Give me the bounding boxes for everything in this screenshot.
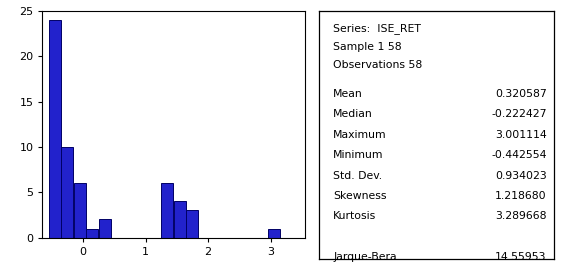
Bar (61, 147, 73, 238)
Bar (161, 183, 173, 238)
Bar (174, 201, 186, 238)
Bar (73, 183, 86, 238)
Text: Minimum: Minimum (333, 150, 384, 160)
Text: 14.55953: 14.55953 (495, 252, 547, 262)
Text: Skewness: Skewness (333, 191, 387, 201)
Text: -0.222427: -0.222427 (491, 109, 547, 119)
Bar (86, 228, 98, 238)
Text: Mean: Mean (333, 89, 363, 99)
Text: Median: Median (333, 109, 373, 119)
Text: 0.934023: 0.934023 (495, 171, 547, 181)
Text: 1.218680: 1.218680 (495, 191, 547, 201)
Text: Maximum: Maximum (333, 130, 387, 140)
Text: Kurtosis: Kurtosis (333, 211, 376, 221)
Text: 3.001114: 3.001114 (495, 130, 547, 140)
Text: Jarque-Bera: Jarque-Bera (333, 252, 397, 262)
Text: 0.320587: 0.320587 (495, 89, 547, 99)
Text: 3.289668: 3.289668 (495, 211, 547, 221)
Bar (49, 20, 61, 238)
Bar (99, 220, 111, 238)
Text: Observations 58: Observations 58 (333, 60, 423, 70)
Text: -0.442554: -0.442554 (491, 150, 547, 160)
Bar (268, 228, 280, 238)
Text: Sample 1 58: Sample 1 58 (333, 42, 402, 52)
Text: Series:  ISE_RET: Series: ISE_RET (333, 23, 421, 34)
Text: Std. Dev.: Std. Dev. (333, 171, 383, 181)
Bar (186, 210, 198, 238)
